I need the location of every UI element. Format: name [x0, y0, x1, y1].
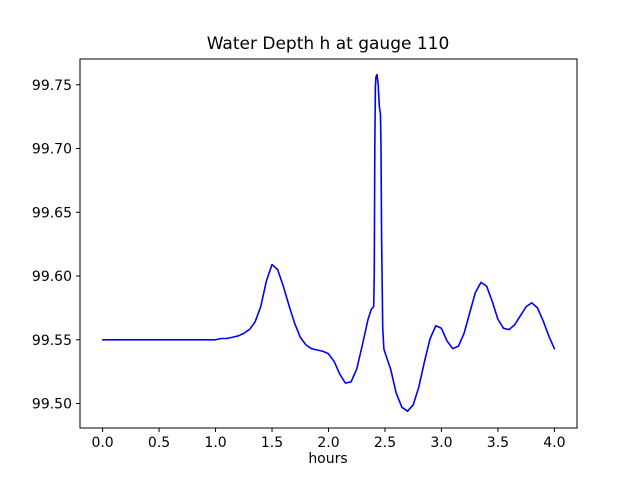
y-tick-label: 99.60	[32, 269, 72, 285]
x-tick-label: 4.0	[543, 435, 565, 451]
x-tick-label: 1.0	[204, 435, 226, 451]
plot-area: 0.0 0.5 1.0 1.5 2.0 2.5 3.0 3.5 4.0 99.50 99.55 99.…	[32, 58, 578, 451]
x-tick-label: 1.5	[261, 435, 283, 451]
x-tick-label: 3.0	[430, 435, 452, 451]
y-tick-label: 99.75	[32, 78, 72, 94]
x-tick-label: 3.5	[487, 435, 509, 451]
chart-title: Water Depth h at gauge 110	[207, 34, 450, 54]
x-axis-label: hours	[308, 451, 347, 467]
x-tick-label: 2.5	[374, 435, 396, 451]
y-tick-label: 99.50	[32, 397, 72, 413]
y-tick-label: 99.70	[32, 142, 72, 158]
x-tick-label: 0.0	[91, 435, 113, 451]
y-tick-label: 99.55	[32, 333, 72, 349]
x-tick-label: 0.5	[148, 435, 170, 451]
line-series	[101, 73, 556, 412]
x-tick-label: 2.0	[317, 435, 339, 451]
y-tick-label: 99.65	[32, 205, 72, 221]
plot-frame	[79, 58, 578, 429]
